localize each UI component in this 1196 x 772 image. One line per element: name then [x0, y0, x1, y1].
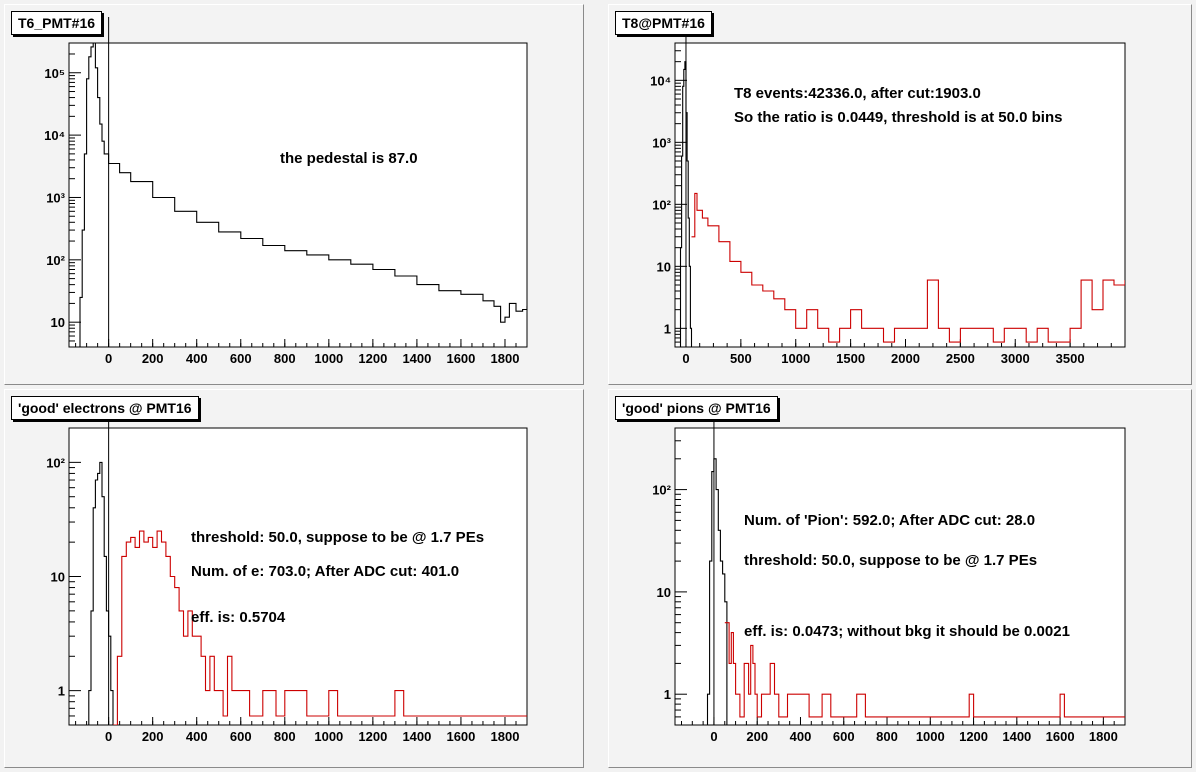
- x-tick-label: 1000: [916, 729, 945, 744]
- x-tick-label: 1600: [446, 351, 475, 366]
- x-tick-label: 1000: [781, 351, 810, 366]
- x-tick-label: 2500: [946, 351, 975, 366]
- x-tick-label: 2000: [891, 351, 920, 366]
- x-tick-label: 3500: [1056, 351, 1085, 366]
- x-tick-label: 0: [105, 729, 112, 744]
- annotation: threshold: 50.0, suppose to be @ 1.7 PEs: [744, 552, 1037, 569]
- x-tick-label: 400: [790, 729, 812, 744]
- pad-t6-pmt16: 0 200 400 600 800 1000 1200 1400 1600 1800 10 10² 10…: [4, 4, 584, 385]
- x-tick-label: 600: [833, 729, 855, 744]
- x-tick-label: 1400: [1002, 729, 1031, 744]
- x-tick-label: 1600: [1046, 729, 1075, 744]
- y-tick-label: 10²: [652, 197, 671, 212]
- y-tick-label: 1: [664, 687, 671, 702]
- y-tick-label: 10⁵: [44, 66, 65, 81]
- histogram-series: [675, 61, 693, 347]
- histogram-series: [675, 458, 728, 725]
- x-tick-label: 800: [876, 729, 898, 744]
- y-tick-label: 10³: [652, 135, 671, 150]
- pad-good-pions: 0 200 400 600 800 1000 1200 1400 1600 1800 1 10 10² N…: [608, 389, 1192, 768]
- x-tick-label: 3000: [1001, 351, 1030, 366]
- plot-area: [68, 42, 528, 348]
- annotation: eff. is: 0.0473; without bkg it should b…: [744, 623, 1070, 640]
- pad-good-electrons: 0 200 400 600 800 1000 1200 1400 1600 1800 1 10 10² t…: [4, 389, 584, 768]
- y-tick-label: 10: [51, 570, 65, 585]
- x-tick-label: 1800: [1089, 729, 1118, 744]
- x-tick-label: 1000: [314, 351, 343, 366]
- annotation: the pedestal is 87.0: [280, 150, 418, 167]
- x-tick-label: 1200: [358, 351, 387, 366]
- chart-title: T6_PMT#16: [11, 11, 103, 35]
- x-tick-label: 1400: [402, 351, 431, 366]
- x-tick-label: 0: [682, 351, 689, 366]
- x-tick-label: 1800: [491, 351, 520, 366]
- y-tick-label: 10⁴: [44, 128, 65, 143]
- x-tick-label: 1000: [314, 729, 343, 744]
- annotation: eff. is: 0.5704: [191, 609, 286, 626]
- chart-svg-t6: 0 200 400 600 800 1000 1200 1400 1600 1800 10 10² 10…: [44, 17, 528, 366]
- x-tick-label: 1500: [836, 351, 865, 366]
- x-tick-label: 200: [142, 729, 164, 744]
- histogram-series: [113, 530, 527, 725]
- plot-area: [674, 42, 1126, 348]
- y-tick-label: 10: [51, 315, 65, 330]
- y-tick-label: 1: [58, 684, 65, 699]
- y-tick-label: 10³: [46, 190, 65, 205]
- x-tick-label: 800: [274, 729, 296, 744]
- x-tick-label: 400: [186, 729, 208, 744]
- annotation: So the ratio is 0.0449, threshold is at …: [734, 109, 1062, 126]
- x-tick-label: 1200: [358, 729, 387, 744]
- annotation: T8 events:42336.0, after cut:1903.0: [734, 85, 981, 102]
- histogram-series: [69, 43, 527, 347]
- annotation: Num. of e: 703.0; After ADC cut: 401.0: [191, 563, 459, 580]
- x-tick-label: 400: [186, 351, 208, 366]
- pad-t8-pmt16: 0 500 1000 1500 2000 2500 3000 3500 1 10 10² 10³ 10⁴…: [608, 4, 1192, 385]
- y-tick-label: 10²: [46, 253, 65, 268]
- x-tick-label: 500: [730, 351, 752, 366]
- chart-svg-t8: 0 500 1000 1500 2000 2500 3000 3500 1 10 10² 10³ 10⁴…: [650, 17, 1126, 366]
- plot-area: [68, 427, 528, 726]
- x-tick-label: 0: [710, 729, 717, 744]
- chart-svg-electrons: 0 200 400 600 800 1000 1200 1400 1600 1800 1 10 10² t…: [46, 402, 528, 744]
- chart-title: T8@PMT#16: [615, 11, 712, 35]
- chart-svg-pions: 0 200 400 600 800 1000 1200 1400 1600 1800 1 10 10² N…: [652, 402, 1126, 744]
- x-tick-label: 600: [230, 729, 252, 744]
- chart-title: 'good' electrons @ PMT16: [11, 396, 199, 420]
- x-tick-label: 1800: [491, 729, 520, 744]
- y-tick-label: 10²: [46, 455, 65, 470]
- y-tick-label: 10: [657, 259, 671, 274]
- y-tick-label: 10⁴: [650, 73, 671, 88]
- y-tick-label: 10: [657, 585, 671, 600]
- y-tick-label: 1: [664, 321, 671, 336]
- x-tick-label: 1200: [959, 729, 988, 744]
- histogram-series: [691, 192, 1125, 343]
- x-tick-label: 800: [274, 351, 296, 366]
- x-tick-label: 200: [142, 351, 164, 366]
- annotation: Num. of 'Pion': 592.0; After ADC cut: 28…: [744, 512, 1035, 529]
- x-tick-label: 1600: [446, 729, 475, 744]
- histogram-series: [724, 622, 1125, 718]
- chart-title: 'good' pions @ PMT16: [615, 396, 778, 420]
- plot-area: [674, 427, 1126, 726]
- x-tick-label: 600: [230, 351, 252, 366]
- y-tick-label: 10²: [652, 483, 671, 498]
- x-tick-label: 1400: [402, 729, 431, 744]
- x-tick-label: 0: [105, 351, 112, 366]
- annotation: threshold: 50.0, suppose to be @ 1.7 PEs: [191, 529, 484, 546]
- x-tick-label: 200: [746, 729, 768, 744]
